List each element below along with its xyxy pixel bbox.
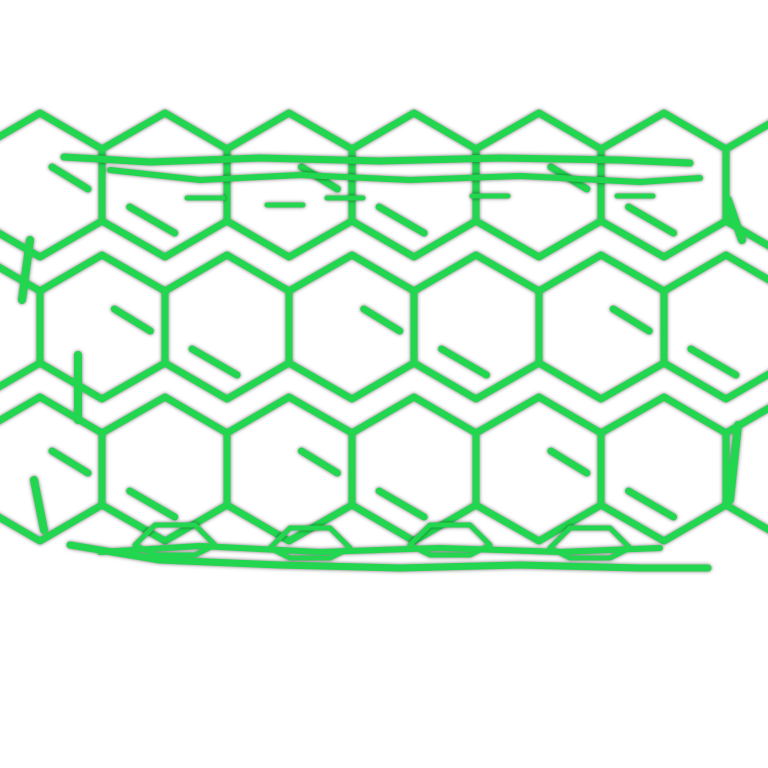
double-bond-accent <box>126 487 179 521</box>
hexagon-ring <box>660 251 768 403</box>
double-bond-accent <box>48 447 92 477</box>
hexagon-ring <box>98 393 231 545</box>
top-rim-inner <box>107 167 703 185</box>
double-bond-accent <box>48 163 92 193</box>
side-bond <box>30 476 48 534</box>
double-bond-accent <box>375 203 428 237</box>
double-bond-accent <box>126 203 179 237</box>
tube-rims <box>60 153 712 572</box>
double-bond-accent <box>360 305 404 335</box>
double-bond-accent <box>437 345 490 379</box>
side-bond <box>724 196 746 244</box>
bottom-rim <box>66 541 712 572</box>
hexagon-ring <box>410 251 543 403</box>
rim-hexagon <box>267 525 353 561</box>
rim-hexagon <box>132 522 218 558</box>
hexagon-ring <box>722 404 768 534</box>
rim-hexagon <box>547 525 633 561</box>
hexagon-ring <box>597 109 730 261</box>
double-bond-accent <box>687 345 740 379</box>
double-bond-accent <box>547 447 591 477</box>
hexagon-ring <box>722 120 768 250</box>
hexagon-ring <box>0 263 44 391</box>
hexagon-ring <box>597 393 730 545</box>
double-bond-accent <box>625 203 678 237</box>
double-bond-accent <box>188 345 241 379</box>
hexagon-ring <box>98 109 231 261</box>
bottom-rim-inner <box>97 543 663 555</box>
double-bond-accent <box>110 305 154 335</box>
rim-hexagon <box>407 522 493 558</box>
double-bond-accent <box>609 305 653 335</box>
side-bond <box>726 421 742 504</box>
hexagon-ring <box>348 109 480 261</box>
side-bond <box>18 236 34 304</box>
hexagon-ring <box>161 251 293 403</box>
hexagon-ring <box>348 393 480 545</box>
double-bond-accent <box>297 447 341 477</box>
double-bond-accent <box>375 487 428 521</box>
double-bond-accent <box>625 487 678 521</box>
hexagonal-lattice <box>0 109 768 545</box>
top-rim <box>60 153 694 167</box>
